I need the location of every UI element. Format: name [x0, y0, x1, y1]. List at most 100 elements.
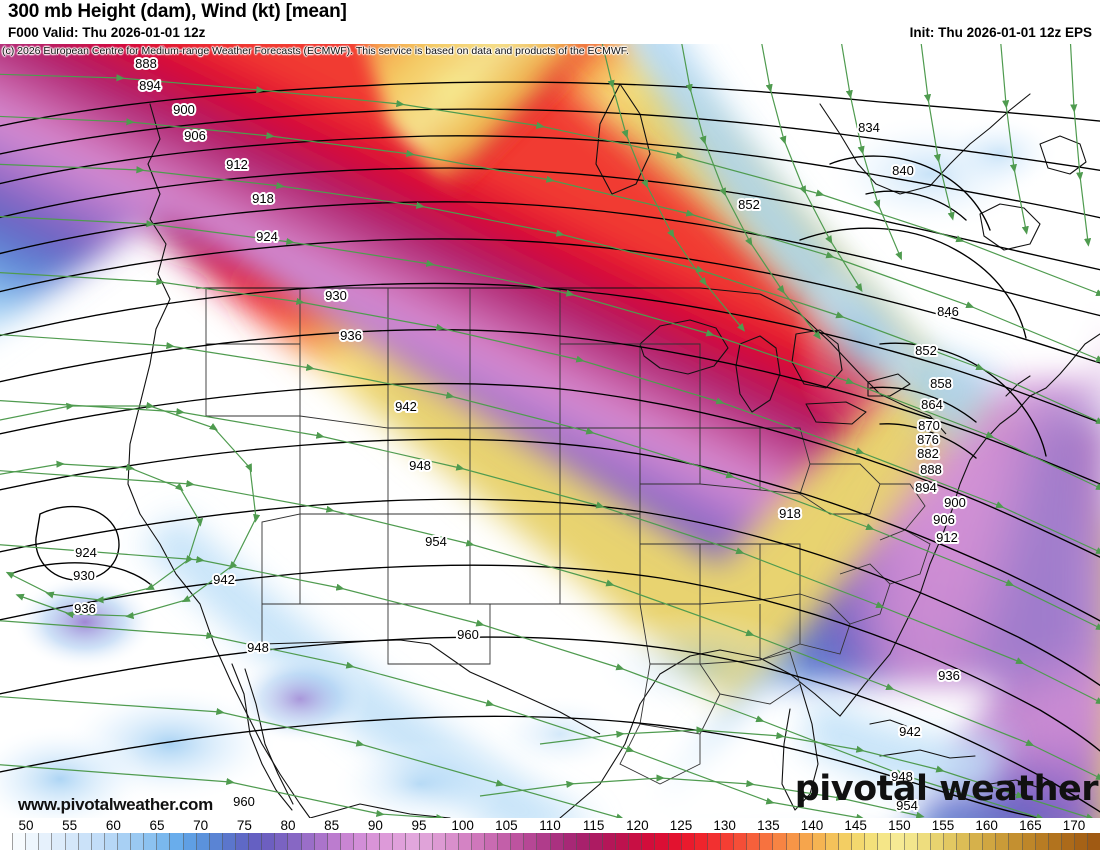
colorbar-cell — [26, 833, 40, 850]
colorbar-cell — [419, 833, 433, 850]
colorbar-cell — [13, 833, 27, 850]
contour-label: 942 — [899, 724, 921, 739]
colorbar-tick: 95 — [411, 818, 427, 833]
contour-label-halo: 882 — [917, 446, 939, 461]
colorbar-tick: 60 — [105, 818, 121, 833]
colorbar-tick: 55 — [62, 818, 78, 833]
map-canvas[interactable]: 888 888 894 894 900 900 906 906 912 912 918 918 924 9… — [0, 44, 1100, 818]
contour-label-halo: 876 — [917, 432, 939, 447]
colorbar-cell — [314, 833, 328, 850]
colorbar-cell — [694, 833, 708, 850]
colorbar-tick: 135 — [757, 818, 780, 833]
contour-label: 930 — [325, 288, 347, 303]
contour-label-halo: 906 — [933, 512, 955, 527]
colorbar-cell — [131, 833, 145, 850]
colorbar-cell — [760, 833, 774, 850]
contour-label: 918 — [779, 506, 801, 521]
colorbar-tick: 65 — [149, 818, 165, 833]
colorbar-cell — [367, 833, 381, 850]
colorbar-tick: 130 — [713, 818, 736, 833]
colorbar-tick: 100 — [451, 818, 474, 833]
map-header: 300 mb Height (dam), Wind (kt) [mean] F0… — [0, 0, 1100, 44]
colorbar-cell — [603, 833, 617, 850]
colorbar-cell — [983, 833, 997, 850]
contour-label: 852 — [738, 197, 760, 212]
contour-label: 900 — [173, 102, 195, 117]
colorbar-tick: 50 — [18, 818, 34, 833]
valid-time-label: F000 Valid: Thu 2026-01-01 12z — [8, 25, 206, 40]
contour-label-halo: 894 — [139, 78, 161, 93]
colorbar-cell — [930, 833, 944, 850]
contour-label: 936 — [340, 328, 362, 343]
wind-streamlines — [0, 44, 1100, 818]
brand-watermark: pivotal weather — [794, 769, 1099, 809]
contour-label: 894 — [915, 480, 937, 495]
contour-label-halo: 930 — [325, 288, 347, 303]
colorbar-tick: 155 — [931, 818, 955, 833]
colorbar-cell — [209, 833, 223, 850]
colorbar-tick-labels: 50 55 60 65 70 75 80 85 90 95 100 105 110 115 120 125 13… — [0, 818, 1100, 834]
contour-label-halo: 900 — [173, 102, 195, 117]
contour-label-halo: 954 — [896, 798, 918, 813]
contour-label: 960 — [233, 794, 255, 809]
contour-label: 948 — [409, 458, 431, 473]
colorbar-cell — [668, 833, 682, 850]
colorbar-cell — [721, 833, 735, 850]
colorbar-cell — [196, 833, 210, 850]
colorbar-cell — [747, 833, 761, 850]
site-url-watermark: www.pivotalweather.com — [18, 795, 213, 814]
contour-label: 888 — [920, 462, 942, 477]
contour-label: 954 — [425, 534, 447, 549]
contour-label: 870 — [918, 418, 940, 433]
colorbar-tick: 90 — [367, 818, 383, 833]
colorbar-cell — [996, 833, 1010, 850]
colorbar-cell — [340, 833, 354, 850]
colorbar-cell — [1061, 833, 1075, 850]
colorbar-cell — [537, 833, 551, 850]
colorbar-cell — [498, 833, 512, 850]
colorbar-tick: 105 — [495, 818, 518, 833]
contour-label-halo: 894 — [915, 480, 937, 495]
colorbar-cell — [327, 833, 341, 850]
colorbar-cell — [78, 833, 92, 850]
contour-label: 942 — [213, 572, 235, 587]
contour-label: 924 — [75, 545, 97, 560]
colorbar-tick: 85 — [324, 818, 340, 833]
colorbar-cell — [432, 833, 446, 850]
colorbar-cell — [170, 833, 184, 850]
colorbar-cell — [891, 833, 905, 850]
colorbar-cell — [878, 833, 892, 850]
colorbar-cell — [904, 833, 918, 850]
colorbar-cell — [970, 833, 984, 850]
colorbar-cell — [707, 833, 722, 850]
colorbar-cell — [852, 833, 866, 850]
colorbar-cell — [157, 833, 171, 850]
colorbar-cell — [839, 833, 853, 850]
contour-label-halo: 912 — [936, 530, 958, 545]
contour-label: 954 — [896, 798, 918, 813]
wind-speed-colorbar[interactable]: 50 55 60 65 70 75 80 85 90 95 100 105 110 115 120 125 13… — [0, 818, 1100, 850]
colorbar-cell — [262, 833, 276, 850]
colorbar-tick: 75 — [236, 818, 252, 833]
colorbar-cell — [249, 833, 263, 850]
contour-label: 930 — [73, 568, 95, 583]
contour-label: 906 — [184, 128, 206, 143]
contour-label: 888 — [135, 56, 157, 71]
colorbar-cell — [576, 833, 590, 850]
contour-label: 960 — [457, 627, 479, 642]
colorbar-cell — [235, 833, 250, 850]
colorbar-tick: 140 — [800, 818, 824, 833]
contour-label-halo: 852 — [915, 343, 937, 358]
colorbar-cell — [825, 833, 839, 850]
contour-label-halo: 924 — [75, 545, 97, 560]
colorbar-cell — [393, 833, 407, 850]
contour-label-halo: 900 — [944, 495, 966, 510]
colorbar-cell — [1074, 833, 1089, 850]
colorbar-tick: 160 — [975, 818, 998, 833]
contour-label: 864 — [921, 397, 943, 412]
colorbar-cell — [943, 833, 957, 850]
colorbar-cell — [616, 833, 630, 850]
colorbar-cell — [629, 833, 643, 850]
colorbar-cell — [812, 833, 826, 850]
colorbar-cell — [183, 833, 197, 850]
